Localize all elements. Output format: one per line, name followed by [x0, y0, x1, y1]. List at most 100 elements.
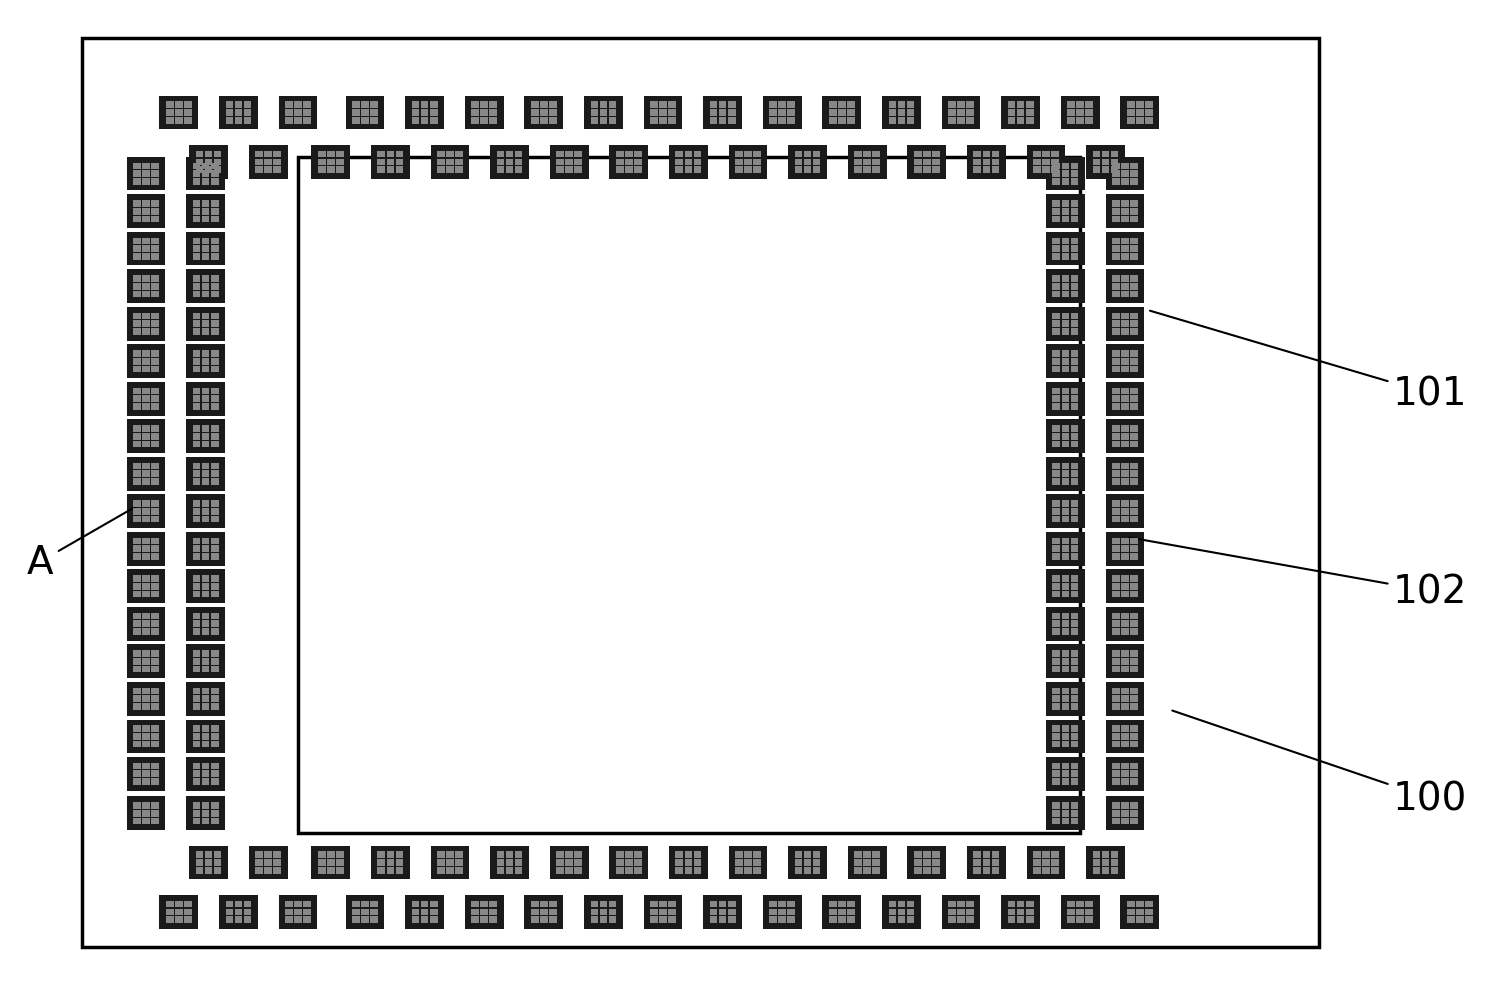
Bar: [150, 621, 159, 627]
Bar: [897, 118, 906, 124]
Bar: [496, 852, 505, 858]
Bar: [1046, 607, 1085, 641]
Bar: [1076, 901, 1085, 907]
Bar: [192, 292, 201, 298]
Bar: [574, 852, 583, 858]
Bar: [150, 246, 159, 252]
Bar: [1112, 164, 1120, 170]
Bar: [778, 909, 787, 915]
Bar: [186, 757, 225, 791]
Bar: [769, 103, 778, 108]
Bar: [210, 651, 219, 657]
Bar: [1129, 509, 1138, 515]
Bar: [192, 810, 201, 816]
Bar: [1052, 396, 1061, 402]
Bar: [490, 146, 529, 179]
Bar: [225, 901, 234, 907]
Bar: [142, 463, 150, 469]
Bar: [863, 160, 872, 166]
Bar: [615, 168, 624, 174]
Bar: [574, 860, 583, 866]
Bar: [644, 97, 682, 130]
Bar: [142, 546, 150, 552]
Bar: [127, 720, 165, 753]
Bar: [1085, 909, 1094, 915]
Bar: [1112, 471, 1120, 477]
Bar: [812, 860, 821, 866]
Bar: [133, 810, 142, 816]
Bar: [201, 810, 210, 816]
Bar: [210, 621, 219, 627]
Bar: [548, 103, 557, 108]
Bar: [848, 146, 887, 179]
Bar: [1129, 329, 1138, 335]
Bar: [454, 852, 463, 858]
Bar: [465, 97, 504, 130]
Bar: [1061, 517, 1070, 523]
Bar: [1016, 118, 1025, 124]
Bar: [174, 110, 183, 116]
Bar: [192, 172, 201, 177]
Bar: [133, 434, 142, 440]
Bar: [1050, 860, 1059, 866]
Bar: [234, 909, 243, 915]
Bar: [1120, 779, 1129, 785]
Bar: [192, 621, 201, 627]
Bar: [317, 860, 326, 866]
Bar: [684, 168, 693, 174]
Bar: [1061, 803, 1070, 809]
Bar: [1052, 771, 1061, 777]
Bar: [192, 704, 201, 710]
Bar: [1070, 771, 1079, 777]
Bar: [650, 103, 659, 108]
Bar: [186, 270, 225, 304]
Bar: [1033, 868, 1042, 874]
Bar: [127, 158, 165, 191]
Bar: [1129, 576, 1138, 582]
Bar: [837, 110, 846, 116]
Bar: [1052, 803, 1061, 809]
Bar: [192, 726, 201, 732]
Bar: [906, 110, 915, 116]
Bar: [1007, 103, 1016, 108]
Bar: [165, 917, 174, 923]
Bar: [1061, 164, 1070, 170]
Bar: [828, 909, 837, 915]
Bar: [210, 613, 219, 619]
Bar: [201, 388, 210, 394]
Bar: [1112, 254, 1120, 260]
Bar: [837, 118, 846, 124]
Bar: [703, 97, 742, 130]
Bar: [192, 613, 201, 619]
Bar: [150, 209, 159, 215]
Bar: [1129, 292, 1138, 298]
Bar: [1042, 860, 1050, 866]
Bar: [201, 726, 210, 732]
Bar: [1106, 420, 1144, 454]
Bar: [183, 103, 192, 108]
Bar: [1129, 818, 1138, 824]
Bar: [186, 607, 225, 641]
Bar: [142, 329, 150, 335]
Bar: [142, 471, 150, 477]
Bar: [659, 110, 668, 116]
Bar: [1052, 629, 1061, 635]
Bar: [142, 629, 150, 635]
Bar: [454, 860, 463, 866]
Bar: [210, 741, 219, 747]
Bar: [192, 359, 201, 365]
Bar: [195, 852, 204, 858]
Bar: [1110, 860, 1119, 866]
Bar: [279, 97, 317, 130]
Bar: [1120, 667, 1129, 672]
Bar: [133, 426, 142, 432]
Bar: [957, 110, 966, 116]
Bar: [201, 771, 210, 777]
Bar: [967, 146, 1006, 179]
Bar: [335, 868, 344, 874]
Bar: [192, 239, 201, 245]
Bar: [1112, 388, 1120, 394]
Bar: [210, 584, 219, 590]
Bar: [243, 103, 252, 108]
Bar: [429, 917, 438, 923]
